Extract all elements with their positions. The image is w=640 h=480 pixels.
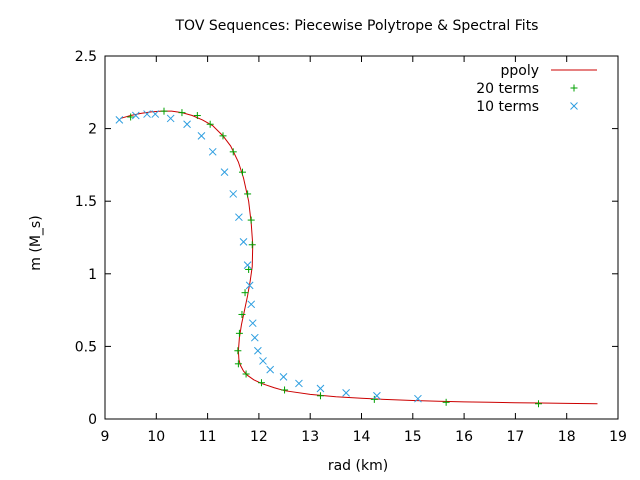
point-10-terms	[151, 110, 160, 118]
point-10-terms	[259, 357, 267, 365]
point-20-terms	[244, 190, 252, 198]
point-20-terms	[370, 395, 378, 403]
y-axis-label: m (M_s)	[28, 215, 44, 270]
point-10-terms	[254, 346, 262, 355]
point-10-terms	[279, 373, 288, 381]
legend: ppoly 20 terms 10 terms	[476, 63, 597, 115]
point-10-terms	[243, 261, 252, 269]
point-20-terms	[193, 112, 201, 120]
legend-label: 10 terms	[476, 99, 539, 115]
point-20-terms	[234, 347, 242, 355]
x-tick-label: 15	[404, 429, 422, 445]
x-tick-label: 19	[609, 429, 627, 445]
point-10-terms	[239, 238, 248, 246]
x-axis-label: rad (km)	[328, 458, 388, 474]
point-10-terms	[220, 168, 229, 177]
point-10-terms	[247, 300, 256, 309]
point-20-terms	[281, 386, 289, 394]
point-10-terms	[131, 111, 140, 120]
point-10-terms	[166, 114, 175, 123]
chart-title: TOV Sequences: Piecewise Polytrope & Spe…	[175, 18, 539, 34]
x-tick-label: 9	[101, 429, 110, 445]
point-20-terms	[160, 107, 168, 115]
point-20-terms	[257, 379, 265, 387]
point-10-terms	[316, 384, 325, 393]
y-tick-label: 1.5	[75, 194, 97, 210]
x-tick-label: 14	[353, 429, 371, 445]
point-20-terms	[316, 392, 324, 400]
point-20-terms	[206, 120, 214, 128]
point-20-terms	[234, 360, 242, 368]
point-20-terms	[442, 398, 450, 406]
point-10-terms	[295, 379, 303, 388]
point-10-terms	[245, 281, 254, 290]
point-20-terms	[241, 289, 249, 297]
x-tick-label: 10	[147, 429, 165, 445]
point-10-terms	[208, 147, 217, 156]
legend-swatch-marker	[570, 84, 578, 92]
point-10-terms	[143, 110, 151, 118]
y-tick-label: 0	[88, 412, 97, 428]
point-20-terms	[238, 168, 246, 176]
x-axis-ticks: 9 10 11 12 13 14 15 16 17 18 19	[101, 56, 627, 445]
y-tick-label: 0.5	[75, 339, 97, 355]
x-tick-label: 13	[301, 429, 319, 445]
plot-frame	[104, 55, 619, 420]
point-20-terms	[534, 400, 542, 408]
x-tick-label: 17	[506, 429, 524, 445]
point-10-terms	[414, 394, 422, 403]
point-10-terms	[115, 116, 124, 124]
legend-label: ppoly	[500, 63, 539, 79]
point-10-terms	[248, 319, 257, 328]
point-10-terms	[197, 132, 206, 140]
point-10-terms	[229, 190, 238, 198]
point-10-terms	[183, 120, 191, 129]
y-tick-label: 2	[88, 122, 97, 138]
point-10-terms	[373, 391, 381, 400]
point-20-terms	[127, 113, 135, 121]
x-tick-label: 16	[455, 429, 473, 445]
point-20-terms	[229, 148, 237, 156]
point-10-terms	[342, 389, 350, 397]
legend-label: 20 terms	[476, 81, 539, 97]
point-20-terms	[247, 216, 255, 224]
point-20-terms	[248, 241, 256, 249]
legend-swatch-marker	[570, 102, 578, 110]
point-20-terms	[238, 310, 246, 318]
series-layer	[115, 107, 598, 408]
point-20-terms	[245, 265, 253, 273]
series-line-ppoly	[120, 110, 598, 405]
point-20-terms	[242, 370, 250, 378]
y-tick-label: 1	[88, 267, 97, 283]
x-tick-label: 11	[199, 429, 217, 445]
point-20-terms	[235, 329, 243, 337]
point-20-terms	[219, 132, 227, 140]
point-10-terms	[250, 333, 259, 342]
x-tick-label: 12	[250, 429, 268, 445]
point-20-terms	[178, 109, 186, 117]
point-10-terms	[235, 213, 243, 222]
y-tick-label: 2.5	[75, 49, 97, 65]
x-tick-label: 18	[558, 429, 576, 445]
point-10-terms	[266, 365, 275, 374]
